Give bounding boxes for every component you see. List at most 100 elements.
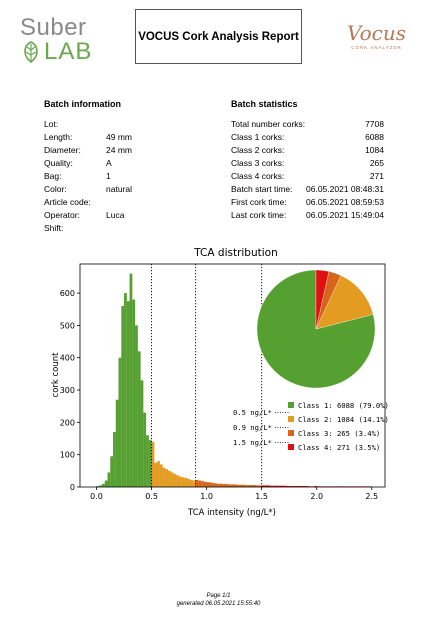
histogram-bar <box>159 464 163 487</box>
stats-value: 6088 <box>365 132 384 142</box>
pie-slice <box>315 269 330 330</box>
info-label: Shift: <box>44 223 64 233</box>
histogram-bar <box>209 482 213 487</box>
histogram-bar <box>236 484 240 487</box>
pie-slice <box>315 275 374 330</box>
histogram-bar <box>286 486 290 487</box>
histogram-bar <box>99 485 103 487</box>
histogram-bar <box>203 481 207 487</box>
batch-statistics-title: Batch statistics <box>231 99 298 109</box>
histogram-bar <box>253 485 257 487</box>
histogram-bar <box>96 486 100 487</box>
vocus-logo-script: Vocus <box>347 21 406 45</box>
histogram-bar <box>179 476 182 487</box>
histogram-bar <box>212 483 215 487</box>
histogram-bar <box>300 486 304 487</box>
plot-frame <box>79 263 386 488</box>
histogram-bar <box>102 483 105 487</box>
threshold-labels: 0.5 ng/L* 0.9 ng/L* 1.5 ng/L* <box>233 408 290 447</box>
suberlab-logo: Suber LAB <box>20 14 93 66</box>
info-label: Article code: <box>44 197 91 207</box>
histogram-bar <box>140 380 144 487</box>
histogram-bar <box>280 485 284 487</box>
histogram-bar <box>170 472 174 487</box>
histogram-bar <box>148 440 152 487</box>
info-label: Bag: <box>44 171 62 181</box>
histogram-bar <box>146 435 149 487</box>
threshold-lines <box>151 264 263 487</box>
histogram-bar <box>305 486 309 487</box>
stats-value: 265 <box>369 158 384 168</box>
batch-information-table: Lot: Length: 49 mm Diameter: 24 mm Quality… <box>44 118 194 238</box>
info-value: 24 mm <box>106 145 132 155</box>
info-label: Length: <box>44 132 73 142</box>
x-tick-label: 0.0 <box>90 492 103 501</box>
stats-value: 06.05.2021 08:59:53 <box>306 197 384 207</box>
chart-legend: Class 1: 6088 (79.0%) Class 2: 1084 (14.1… <box>288 401 389 452</box>
histogram-bar <box>110 456 114 487</box>
stats-value: 06.05.2021 15:49:04 <box>306 210 384 220</box>
histogram-bar <box>239 484 243 487</box>
info-label: Operator: <box>44 210 80 220</box>
histogram-bars <box>96 273 372 487</box>
histogram-bar <box>121 306 125 487</box>
histogram-bar <box>104 480 108 487</box>
histogram-bar <box>250 485 254 487</box>
histogram-bar <box>291 486 295 487</box>
info-label: Diameter: <box>44 145 81 155</box>
histogram-bar <box>258 485 262 487</box>
x-tick-label: 1.5 <box>255 492 268 501</box>
histogram-bar <box>256 485 259 487</box>
histogram-bar <box>115 399 119 487</box>
histogram-bar <box>176 475 180 487</box>
legend-entry: Class 4: 271 (3.5%) <box>298 443 380 452</box>
legend-entry: Class 3: 265 (3.4%) <box>298 429 380 438</box>
stats-label: Class 2 corks: <box>231 145 285 155</box>
histogram-bar <box>275 485 279 487</box>
y-tick-label: 0 <box>70 483 75 492</box>
stats-label: Class 3 corks: <box>231 158 285 168</box>
logo-text-lab: LAB <box>44 38 93 65</box>
histogram-bar <box>137 351 141 487</box>
histogram-bar <box>198 480 202 487</box>
stats-label: First cork time: <box>231 197 287 207</box>
stats-label: Class 1 corks: <box>231 132 285 142</box>
histogram-bar <box>264 485 268 487</box>
x-tick-label: 1.0 <box>200 492 213 501</box>
info-value: Luca <box>106 210 125 220</box>
info-value: natural <box>106 184 132 194</box>
info-value: 49 mm <box>106 132 132 142</box>
histogram-bar <box>261 485 265 487</box>
stats-value: 271 <box>369 171 384 181</box>
histogram-bar <box>234 484 237 487</box>
histogram-bar <box>113 432 116 487</box>
info-value: A <box>106 158 112 168</box>
stats-label: Last cork time: <box>231 210 287 220</box>
histogram-bar <box>129 273 133 487</box>
histogram-bar <box>151 441 155 487</box>
y-tick-label: 200 <box>60 418 75 427</box>
histogram-bar <box>278 485 281 487</box>
histogram-bar <box>165 469 169 487</box>
histogram-bar <box>107 472 111 487</box>
histogram-bar <box>132 299 136 487</box>
legend-entry: Class 2: 1084 (14.1%) <box>298 415 389 424</box>
histogram-bar <box>154 462 158 487</box>
info-value: 1 <box>106 171 111 181</box>
stats-value: 7708 <box>365 119 384 129</box>
stats-label: Total number corks: <box>231 119 306 129</box>
batch-statistics-table: Total number corks: 7708 Class 1 corks: 60… <box>231 118 384 228</box>
generated-timestamp: generated 06.05.2021 15:55:40 <box>176 601 261 607</box>
stats-value: 06.05.2021 08:48:31 <box>306 184 384 194</box>
histogram-bar <box>181 477 185 487</box>
batch-information-title: Batch information <box>44 99 122 109</box>
histogram-bar <box>294 486 298 487</box>
histogram-bar <box>242 484 246 487</box>
histogram-bar <box>190 479 193 487</box>
stats-value: 1084 <box>365 145 384 155</box>
info-label: Lot: <box>44 119 59 129</box>
y-tick-label: 100 <box>60 451 75 460</box>
class-pie-chart <box>256 269 376 389</box>
stats-label: Batch start time: <box>231 184 293 194</box>
histogram-bar <box>118 357 122 487</box>
